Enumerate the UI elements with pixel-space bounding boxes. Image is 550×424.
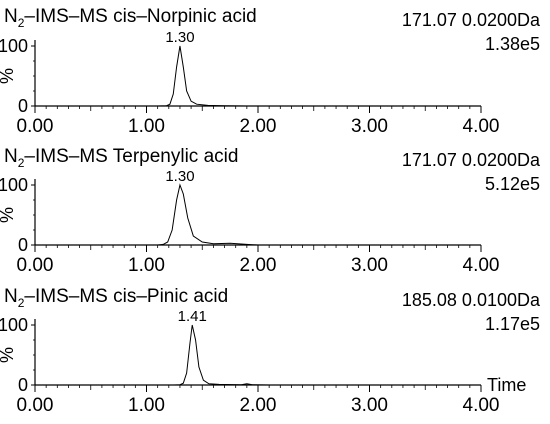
title-rest: –IMS–MS cis–Pinic acid <box>24 286 228 307</box>
x-tick-label: 4.00 <box>463 255 500 276</box>
y-tick-label: 100 <box>0 175 28 195</box>
y-tick-label: 0 <box>18 375 28 395</box>
x-tick-label: 3.00 <box>351 395 388 416</box>
x-tick-label: 0.00 <box>17 116 54 137</box>
y-axis-label: % <box>0 68 17 84</box>
x-tick-label: 1.00 <box>128 255 165 276</box>
y-tick-label: 0 <box>18 235 28 255</box>
panel-title: N2–IMS–MS cis–Pinic acid <box>4 286 228 310</box>
chromatogram-trace <box>35 45 481 107</box>
chromatogram-panel-3: N2–IMS–MS cis–Pinic acid 185.08 0.0100Da 1… <box>0 286 541 416</box>
chromatogram-trace <box>35 183 481 246</box>
y-axis-label: % <box>0 207 17 223</box>
title-prefix: N <box>4 146 18 167</box>
x-axis-label: Time <box>487 375 526 395</box>
x-tick-label: 4.00 <box>463 395 500 416</box>
y-axis-label: % <box>0 347 17 363</box>
chromatogram-panel-1: N2–IMS–MS cis–Norpinic acid 171.07 0.0200… <box>0 6 541 137</box>
title-prefix: N <box>4 286 18 307</box>
intensity-label: 1.17e5 <box>485 314 540 334</box>
panel-title: N2–IMS–MS Terpenylic acid <box>4 146 238 170</box>
chromatogram-panel-2: N2–IMS–MS Terpenylic acid 171.07 0.0200Da… <box>0 146 541 276</box>
title-rest: –IMS–MS cis–Norpinic acid <box>24 6 256 27</box>
title-subscript: 2 <box>18 156 25 170</box>
peak-label: 1.30 <box>165 29 194 46</box>
x-tick-label: 0.00 <box>17 255 54 276</box>
peak-label: 1.30 <box>165 168 194 185</box>
y-tick-label: 100 <box>0 36 28 56</box>
x-tick-label: 1.00 <box>128 116 165 137</box>
mass-label: 185.08 0.0100Da <box>402 290 541 310</box>
mass-label: 171.07 0.0200Da <box>402 10 541 30</box>
x-tick-label: 0.00 <box>17 395 54 416</box>
panel-title: N2–IMS–MS cis–Norpinic acid <box>4 6 257 30</box>
y-tick-label: 100 <box>0 315 28 335</box>
intensity-label: 1.38e5 <box>485 34 540 54</box>
x-tick-label: 2.00 <box>240 116 277 137</box>
x-tick-label: 4.00 <box>463 116 500 137</box>
x-tick-label: 2.00 <box>240 395 277 416</box>
mass-label: 171.07 0.0200Da <box>402 150 541 170</box>
x-tick-label: 3.00 <box>351 116 388 137</box>
y-tick-label: 0 <box>18 96 28 116</box>
peak-label: 1.41 <box>178 308 207 325</box>
chromatogram-trace <box>35 324 481 386</box>
x-tick-label: 2.00 <box>240 255 277 276</box>
x-tick-label: 3.00 <box>351 255 388 276</box>
title-subscript: 2 <box>18 16 25 30</box>
title-prefix: N <box>4 6 18 27</box>
title-rest: –IMS–MS Terpenylic acid <box>24 146 238 167</box>
x-tick-label: 1.00 <box>128 395 165 416</box>
title-subscript: 2 <box>18 296 25 310</box>
intensity-label: 5.12e5 <box>485 174 540 194</box>
